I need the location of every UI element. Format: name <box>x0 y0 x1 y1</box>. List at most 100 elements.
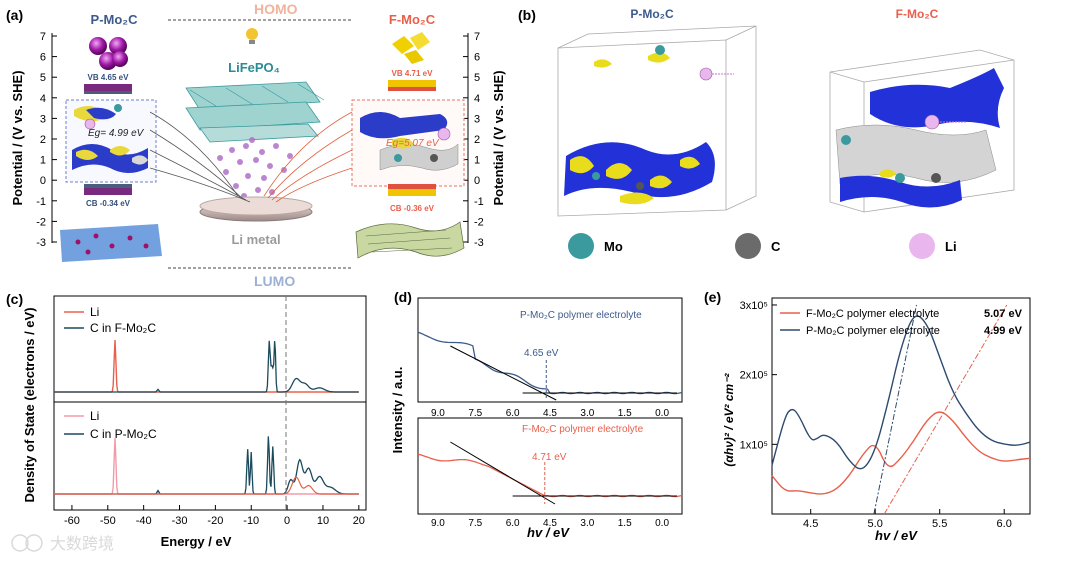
e-ytick-label: 2x10⁵ <box>740 370 768 382</box>
left-cb-bar <box>84 184 132 188</box>
homo-label: HOMO <box>254 1 298 17</box>
li-ion-particles <box>217 137 293 199</box>
c-tick-label: -40 <box>136 515 152 527</box>
b-legend: Mo C Li <box>568 233 957 259</box>
li-ion <box>245 173 251 179</box>
e-xtick-label: 5.0 <box>868 518 883 530</box>
li-ion <box>249 137 255 143</box>
c-bottom-legend: Li C in P-Mo₂C <box>64 409 157 441</box>
li-ion <box>229 147 235 153</box>
e-xlabel: hv / eV <box>875 528 918 543</box>
e-ytick-label: 1x10⁵ <box>740 439 768 451</box>
li-ion <box>255 187 261 193</box>
left-tick-label: 7 <box>40 31 46 43</box>
e-legend-p: P-Mo₂C polymer electrolyte <box>806 325 940 337</box>
panel-e: (e) (αhν)² / eV² cm⁻² 4.5 5.0 5.5 6.0 3x10⁵ 2… <box>704 289 1031 543</box>
e-plot-lines <box>771 304 1031 515</box>
panel-a: (a) HOMO LUMO 7 6 5 4 3 2 1 0 -1 -2 -3 Potential /… <box>6 1 506 289</box>
d-bottom-label: F-Mo₂C polymer electrolyte <box>522 424 644 435</box>
lifepo4-crystal <box>185 81 325 143</box>
panel-b-label: (b) <box>518 7 536 23</box>
left-axis-ticks: 7 6 5 4 3 2 1 0 -1 -2 -3 <box>36 31 57 249</box>
e-legend-f: F-Mo₂C polymer electrolyte <box>806 308 939 320</box>
right-tick-label: -1 <box>474 196 484 208</box>
e-xtick-label: 4.5 <box>803 518 818 530</box>
right-axis-ticks: 7 6 5 4 3 2 1 0 -1 -2 -3 <box>463 31 484 249</box>
d-bottom-tick-label: 6.0 <box>506 518 520 529</box>
left-tick-label: 1 <box>40 155 46 167</box>
right-tick-label: -2 <box>474 216 484 228</box>
d-bottom-tick-label: 1.5 <box>618 518 632 529</box>
panel-b: (b) P-Mo₂C F-Mo₂C <box>518 7 1015 259</box>
d-bottom-tick-label: 4.5 <box>543 518 557 529</box>
d-bottom-frame <box>417 417 683 515</box>
c-tick-label: -30 <box>172 515 188 527</box>
e-series-f <box>771 411 1031 495</box>
c-xlabel: Energy / eV <box>161 534 232 549</box>
legend-c-label: C <box>771 239 781 254</box>
left-orbital-shapes <box>72 104 148 173</box>
li-ion <box>287 153 293 159</box>
c-top-legend: Li C in F-Mo₂C <box>64 305 156 335</box>
right-tick-label: 5 <box>474 72 480 84</box>
e-tangent-f <box>883 304 1008 515</box>
left-vb-bar <box>84 84 132 91</box>
right-tick-label: 7 <box>474 31 480 43</box>
li-ion <box>267 163 273 169</box>
left-potential-axis: 7 6 5 4 3 2 1 0 -1 -2 -3 Potential / (V vs. SHE) <box>10 31 57 249</box>
homo-orbital-icon <box>89 37 128 70</box>
legend-c: C <box>735 233 781 259</box>
e-xtick-label: 6.0 <box>997 518 1012 530</box>
d-plot-lines <box>417 331 683 505</box>
c-bottom-legend-li: Li <box>90 409 99 423</box>
c-xticks: -60 -50 -40 -30 -20 -10 0 10 20 <box>64 505 365 527</box>
d-xlabel: hv / eV <box>527 525 570 540</box>
li-ion <box>237 159 243 165</box>
left-tick-label: 5 <box>40 72 46 84</box>
watermark: 大数跨境 <box>11 534 114 553</box>
li-ion <box>261 175 267 181</box>
d-top-frame <box>417 297 683 403</box>
e-ylabel: (αhν)² / eV² cm⁻² <box>722 372 736 466</box>
right-cb-label: CB -0.36 eV <box>390 204 435 213</box>
left-tick-label: 0 <box>40 175 46 187</box>
c-tick-label: -10 <box>243 515 259 527</box>
li-ion <box>273 143 279 149</box>
li-ion <box>269 189 275 195</box>
left-eg-label: Eg= 4.99 eV <box>88 128 145 139</box>
e-series-p <box>771 315 1031 470</box>
panel-a-label: (a) <box>6 7 23 23</box>
left-tick-label: 3 <box>40 113 46 125</box>
b-right-title: F-Mo₂C <box>896 7 939 21</box>
c-top-legend-c: C in F-Mo₂C <box>90 321 156 335</box>
homo-crystal-icon <box>392 32 430 64</box>
left-tick-label: -2 <box>36 216 46 228</box>
li-metal-label: Li metal <box>231 232 280 247</box>
d-top-tick-label: 4.5 <box>543 408 557 419</box>
left-vb-label: VB 4.65 eV <box>88 73 130 82</box>
li-ion <box>223 169 229 175</box>
c-tick-label: 10 <box>317 515 329 527</box>
d-top-value: 4.65 eV <box>524 348 559 359</box>
left-tick-label: 2 <box>40 134 46 146</box>
b-left-unit-cell <box>557 25 757 217</box>
d-top-tick-label: 3.0 <box>580 408 594 419</box>
right-lumo-sheet <box>355 221 465 259</box>
li-ion <box>259 149 265 155</box>
left-axis-label: Potential / (V vs. SHE) <box>10 70 25 205</box>
d-bottom-value: 4.71 eV <box>532 452 567 463</box>
watermark-text: 大数跨境 <box>50 534 114 553</box>
left-lumo-sheet <box>60 224 162 262</box>
c-plot-lines <box>54 339 359 495</box>
li-metal-disk <box>199 196 313 222</box>
e-legend-p-value: 4.99 eV <box>984 325 1023 337</box>
legend-li: Li <box>909 233 957 259</box>
c-tick-label: -20 <box>207 515 223 527</box>
right-tick-label: 1 <box>474 155 480 167</box>
right-tick-label: 3 <box>474 113 480 125</box>
legend-mo: Mo <box>568 233 623 259</box>
e-xtick-label: 5.5 <box>932 518 947 530</box>
panel-c-label: (c) <box>6 291 23 307</box>
b-right-isosurface <box>835 68 1004 208</box>
e-frame <box>771 297 1031 515</box>
